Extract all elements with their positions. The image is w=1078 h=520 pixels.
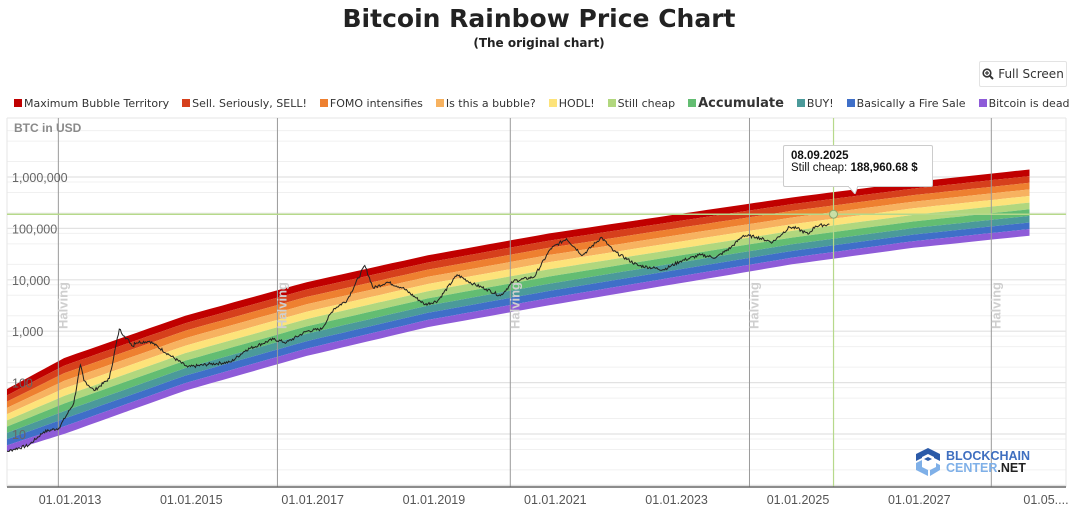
band-maximum-bubble-territory xyxy=(7,169,1030,396)
tooltip-value: 188,960.68 $ xyxy=(850,162,918,174)
x-tick-label: 01.05.... xyxy=(1023,493,1068,507)
legend-label: Sell. Seriously, SELL! xyxy=(192,96,307,110)
legend-label: Is this a bubble? xyxy=(445,96,536,110)
legend-item[interactable]: Accumulate xyxy=(688,96,784,111)
price-line xyxy=(7,223,830,453)
watermark-net: .NET xyxy=(997,461,1026,475)
band-basically-a-fire-sale xyxy=(7,222,1030,446)
x-tick-label: 01.01.2017 xyxy=(281,493,344,507)
legend-swatch xyxy=(548,99,557,107)
x-tick-label: 01.01.2013 xyxy=(39,493,102,507)
tooltip: 08.09.2025 Still cheap: 188,960.68 $ xyxy=(783,145,933,187)
tooltip-band: Still cheap: xyxy=(791,162,848,174)
blockchain-cube-icon xyxy=(916,448,940,476)
watermark-line2: CENTER xyxy=(946,461,998,475)
x-tick-label: 01.01.2015 xyxy=(160,493,223,507)
legend-item[interactable]: Sell. Seriously, SELL! xyxy=(182,97,307,110)
legend-swatch xyxy=(319,99,328,107)
full-screen-label: Full Screen xyxy=(998,67,1064,81)
legend-label: BUY! xyxy=(806,96,834,110)
legend-item[interactable]: Still cheap xyxy=(607,96,676,110)
tooltip-pointer xyxy=(848,186,858,194)
y-tick-label: 1,000 xyxy=(12,325,43,339)
page-title: Bitcoin Rainbow Price Chart xyxy=(342,4,736,33)
legend-swatch xyxy=(14,99,22,107)
band-bitcoin-is-dead xyxy=(7,229,1030,452)
legend-swatch xyxy=(607,99,616,107)
x-tick-label: 01.01.2021 xyxy=(524,493,587,507)
halving-label: Halving xyxy=(55,282,70,329)
band-accumulate xyxy=(7,209,1030,433)
y-tick-label: 10 xyxy=(12,428,26,442)
legend-item[interactable]: FOMO intensifies xyxy=(319,96,423,110)
legend-item[interactable]: Bitcoin is dead xyxy=(978,96,1070,110)
halving-label: Halving xyxy=(988,282,1003,329)
x-tick-label: 01.01.2023 xyxy=(645,493,708,507)
watermark-logo: BLOCKCHAIN CENTER.NET xyxy=(913,446,1030,478)
y-axis: BTC in USD 10 100 1,000 10,000 100,000 1,000,… xyxy=(12,121,82,442)
page-subtitle: (The original chart) xyxy=(473,36,605,50)
legend-label: Accumulate xyxy=(698,95,784,111)
legend-label: Basically a Fire Sale xyxy=(856,96,966,110)
y-tick-label: 100 xyxy=(12,377,33,391)
legend-swatch xyxy=(846,99,855,107)
y-tick-label: 10,000 xyxy=(12,274,50,288)
y-axis-title: BTC in USD xyxy=(14,121,82,135)
band-still-cheap xyxy=(7,202,1030,427)
rainbow-bands xyxy=(7,169,1030,452)
tooltip-date: 08.09.2025 xyxy=(791,150,849,162)
y-tick-label: 100,000 xyxy=(12,222,57,236)
highlight-marker xyxy=(829,209,839,219)
x-tick-label: 01.01.2025 xyxy=(767,493,830,507)
band-fomo-intensifies xyxy=(7,182,1030,408)
legend-label: FOMO intensifies xyxy=(329,96,423,110)
legend-label: HODL! xyxy=(558,96,595,110)
full-screen-button[interactable]: Full Screen xyxy=(979,61,1067,87)
legend-swatch xyxy=(978,99,987,107)
zoom-in-icon xyxy=(982,68,994,80)
halving-label: Halving xyxy=(746,282,761,329)
legend-label: Bitcoin is dead xyxy=(988,96,1070,110)
legend-label: Still cheap xyxy=(617,96,676,110)
legend-item[interactable]: Is this a bubble? xyxy=(435,96,536,110)
chart-legend: Maximum Bubble Territory Sell. Seriously… xyxy=(14,94,1078,112)
legend-swatch xyxy=(435,99,444,107)
legend-item[interactable]: HODL! xyxy=(548,96,595,110)
y-tick-label: 1,000,000 xyxy=(12,171,68,185)
legend-swatch xyxy=(796,99,805,107)
legend-item[interactable]: Maximum Bubble Territory xyxy=(14,97,169,110)
halving-label: Halving xyxy=(507,282,522,329)
x-axis: 01.01.2013 01.01.2015 01.01.2017 01.01.2019… xyxy=(7,486,1069,507)
price-series xyxy=(7,223,830,453)
legend-swatch xyxy=(182,99,191,107)
band-buy xyxy=(7,215,1030,440)
band-sell-seriously-sell xyxy=(7,176,1030,402)
band-is-this-a-bubble xyxy=(7,189,1030,415)
watermark-line1: BLOCKCHAIN xyxy=(946,449,1031,463)
x-tick-label: 01.01.2027 xyxy=(888,493,951,507)
legend-swatch xyxy=(688,99,697,107)
legend-item[interactable]: BUY! xyxy=(796,96,834,110)
highlight-point xyxy=(829,209,839,219)
x-tick-label: 01.01.2019 xyxy=(403,493,466,507)
band-hodl xyxy=(7,196,1030,421)
legend-label: Maximum Bubble Territory xyxy=(24,96,170,110)
halving-label: Halving xyxy=(274,282,289,329)
legend-item[interactable]: Basically a Fire Sale xyxy=(846,96,966,110)
